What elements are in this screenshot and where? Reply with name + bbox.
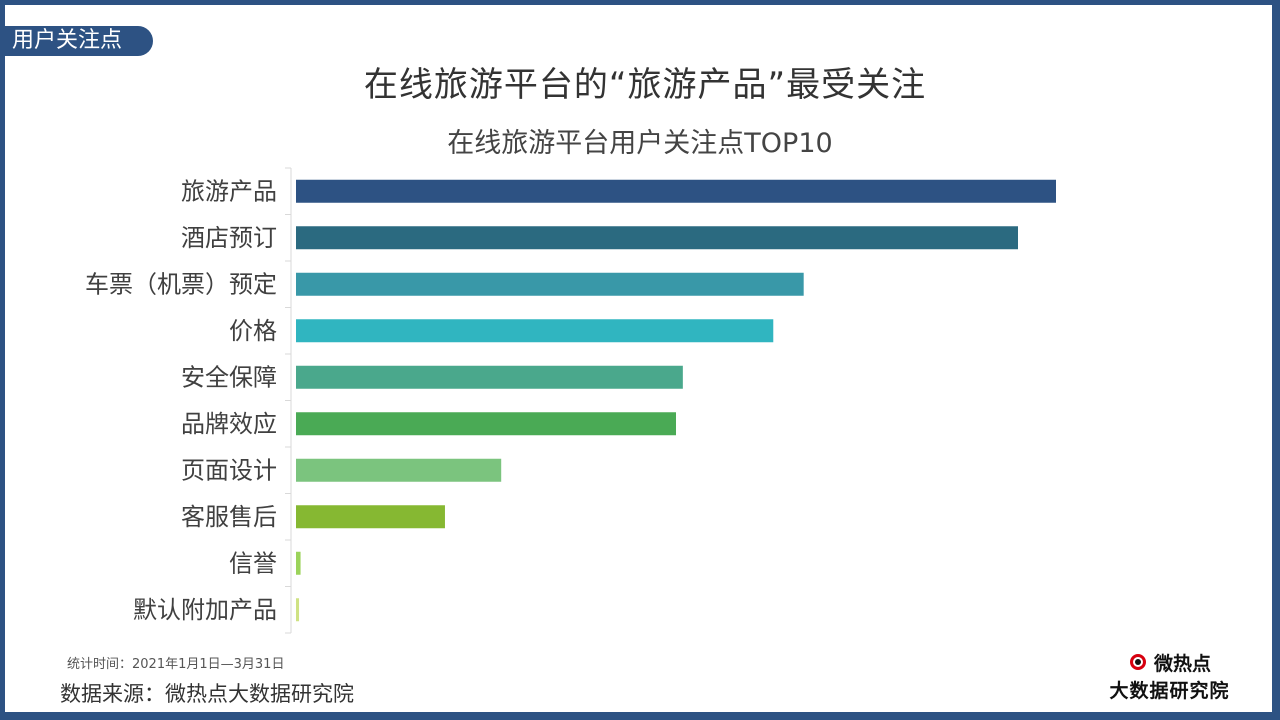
bar <box>296 458 502 482</box>
category-label: 旅游产品 <box>181 177 277 205</box>
brand-logo: 微热点 大数据研究院 <box>1097 648 1242 710</box>
category-label: 客服售后 <box>181 503 277 531</box>
category-label: 信誉 <box>229 549 277 577</box>
bar <box>296 598 300 622</box>
category-label: 价格 <box>229 317 277 345</box>
category-label: 默认附加产品 <box>133 596 277 624</box>
page-title: 在线旅游平台的“旅游产品”最受关注 <box>363 65 927 105</box>
data-source: 数据来源：微热点大数据研究院 <box>60 682 354 706</box>
bar <box>296 505 445 529</box>
logo-name: 微热点 <box>1153 652 1211 675</box>
category-label: 品牌效应 <box>181 410 277 438</box>
bar <box>296 179 1056 203</box>
statistics-period: 统计时间：2021年1月1日—3月31日 <box>67 657 285 672</box>
weibo-eye-icon <box>1128 652 1152 672</box>
bar <box>296 365 683 389</box>
slide: 用户关注点 在线旅游平台的“旅游产品”最受关注 在线旅游平台用户关注点TOP10… <box>5 5 1272 712</box>
logo-org: 大数据研究院 <box>1109 680 1230 702</box>
category-label: 酒店预订 <box>181 224 277 252</box>
section-tag: 用户关注点 <box>5 26 153 56</box>
bar-chart: 旅游产品酒店预订车票（机票）预定价格安全保障品牌效应页面设计客服售后信誉默认附加… <box>85 167 1056 634</box>
chart-title: 在线旅游平台用户关注点TOP10 <box>447 128 833 159</box>
category-label: 车票（机票）预定 <box>85 270 277 298</box>
bar <box>296 272 804 296</box>
bar <box>296 412 676 436</box>
bar <box>296 551 301 575</box>
category-label: 页面设计 <box>181 456 277 484</box>
bar <box>296 319 774 343</box>
category-label: 安全保障 <box>181 363 277 391</box>
bar <box>296 226 1018 250</box>
